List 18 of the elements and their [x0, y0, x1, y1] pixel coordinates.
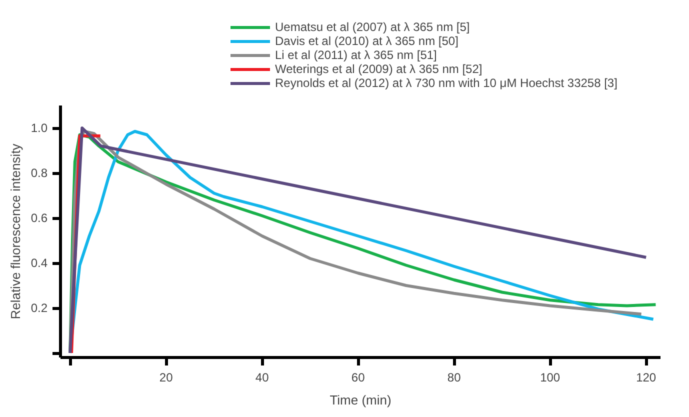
- x-tick-label: 120: [636, 370, 656, 384]
- x-tick-label: 20: [159, 370, 174, 384]
- x-tick-label: 100: [540, 370, 560, 384]
- y-tick-label: 0.4: [30, 256, 48, 270]
- x-axis-title: Time (min): [330, 392, 392, 408]
- x-tick-label: 80: [447, 370, 462, 384]
- legend-label: Davis et al (2010) at λ 365 nm [50]: [275, 34, 458, 48]
- y-axis-title: Relative fluorescence intensity: [8, 143, 23, 320]
- x-tick-label: 60: [351, 370, 366, 384]
- legend-label: Li et al (2011) at λ 365 nm [51]: [275, 48, 437, 62]
- legend-label: Uematsu et al (2007) at λ 365 nm [5]: [275, 20, 470, 34]
- y-tick-label: 0.2: [30, 301, 48, 315]
- x-tick-label: 40: [255, 370, 270, 384]
- legend-label: Weterings et al (2009) at λ 365 nm [52]: [275, 62, 482, 76]
- y-tick-label: 0.8: [30, 166, 48, 180]
- y-tick-label: 0.6: [30, 211, 48, 225]
- legend-label: Reynolds et al (2012) at λ 730 nm with 10 μM Hoechst 33258 [3]: [275, 76, 618, 90]
- y-tick-label: 1.0: [30, 121, 48, 135]
